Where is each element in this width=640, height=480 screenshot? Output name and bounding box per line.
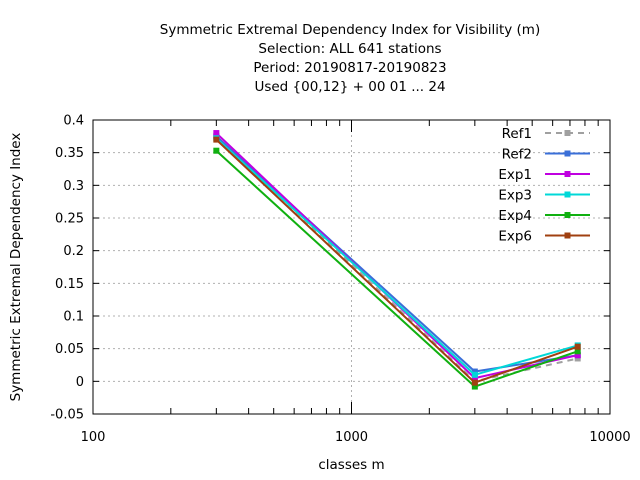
data-point bbox=[574, 348, 581, 355]
y-tick-label: 0.35 bbox=[55, 146, 84, 161]
x-axis-label: classes m bbox=[318, 457, 384, 473]
data-point bbox=[471, 375, 478, 382]
data-point bbox=[574, 355, 581, 362]
legend-label: Ref1 bbox=[502, 126, 532, 142]
x-tick-label: 100 bbox=[81, 430, 106, 445]
data-point bbox=[574, 343, 581, 350]
y-tick-label: 0 bbox=[76, 375, 84, 390]
legend-item-exp1: Exp1 bbox=[498, 167, 590, 183]
legend-marker bbox=[564, 150, 571, 157]
data-point bbox=[213, 147, 220, 154]
x-tick-label: 1000 bbox=[335, 430, 368, 445]
y-axis-label: Symmetric Extremal Dependency Index bbox=[8, 133, 24, 402]
legend-marker bbox=[564, 191, 571, 198]
title-line: Symmetric Extremal Dependency Index for … bbox=[160, 22, 540, 38]
y-tick-label: 0.05 bbox=[55, 342, 84, 357]
legend-item-ref2: Ref2 bbox=[502, 147, 590, 163]
data-point bbox=[471, 368, 478, 375]
series bbox=[213, 130, 581, 390]
title-line: Period: 20190817-20190823 bbox=[253, 60, 446, 76]
legend-marker bbox=[564, 171, 571, 177]
y-tick-label: 0.3 bbox=[63, 179, 84, 194]
legend-marker bbox=[564, 212, 571, 218]
y-tick-label: 0.25 bbox=[55, 212, 84, 227]
legend-item-exp3: Exp3 bbox=[498, 188, 590, 204]
y-tick-label: 0.2 bbox=[63, 244, 84, 259]
legend-marker bbox=[564, 130, 571, 136]
data-point bbox=[213, 136, 220, 143]
y-tick-label: -0.05 bbox=[50, 408, 84, 423]
series-exp6 bbox=[213, 136, 581, 386]
legend-marker bbox=[564, 232, 571, 239]
data-point bbox=[471, 371, 478, 378]
x-tick-label: 10000 bbox=[589, 430, 630, 445]
legend-label: Exp6 bbox=[498, 229, 532, 245]
legend-item-ref1: Ref1 bbox=[502, 126, 590, 142]
legend-label: Exp4 bbox=[498, 208, 532, 224]
y-tick-label: 0.4 bbox=[63, 114, 84, 129]
legend-label: Exp3 bbox=[498, 188, 532, 204]
data-point bbox=[213, 130, 220, 137]
legend: Ref1 Ref2 Exp1 Exp3 Exp4 Exp6 bbox=[498, 126, 590, 245]
y-tick-label: 0.1 bbox=[63, 310, 84, 325]
legend-label: Ref2 bbox=[502, 147, 532, 163]
title-line: Used {00,12} + 00 01 ... 24 bbox=[254, 79, 445, 95]
data-point bbox=[574, 352, 581, 359]
data-point bbox=[471, 379, 478, 386]
legend-item-exp6: Exp6 bbox=[498, 229, 590, 245]
chart-title: Symmetric Extremal Dependency Index for … bbox=[160, 22, 540, 95]
series-exp4 bbox=[213, 147, 581, 390]
axis-ticks: -0.05 0 0.05 0.1 0.15 0.2 0.25 0.3 0.35 0.4 100 100… bbox=[50, 114, 630, 446]
legend-label: Exp1 bbox=[498, 167, 532, 183]
data-point bbox=[471, 383, 478, 390]
y-tick-label: 0.15 bbox=[55, 277, 84, 292]
title-line: Selection: ALL 641 stations bbox=[258, 41, 441, 57]
legend-item-exp4: Exp4 bbox=[498, 208, 590, 224]
